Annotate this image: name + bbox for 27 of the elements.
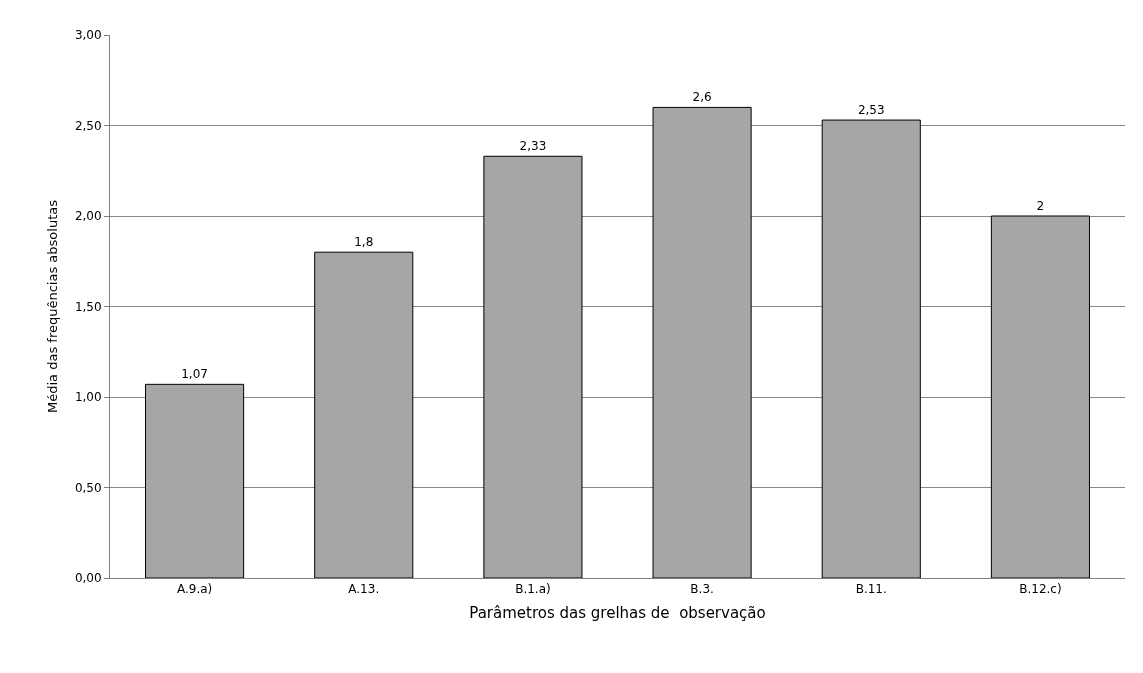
y-tick-label: 3,00 bbox=[74, 28, 102, 43]
bar bbox=[821, 119, 921, 578]
y-axis-title: Média das frequências absolutas bbox=[44, 199, 60, 413]
data-label: 2 bbox=[1036, 199, 1045, 213]
data-label: 2,33 bbox=[519, 139, 547, 154]
x-axis-title: Parâmetros das grelhas de observação bbox=[469, 604, 766, 623]
data-label: 2,6 bbox=[692, 90, 712, 105]
y-tick-label: 2,00 bbox=[74, 209, 102, 224]
bar bbox=[483, 155, 583, 578]
bar bbox=[314, 251, 414, 578]
x-tick-label: B.3. bbox=[690, 582, 714, 597]
y-tick-label: 2,50 bbox=[74, 118, 102, 133]
data-label: 2,53 bbox=[857, 103, 885, 118]
x-tick-label: B.1.a) bbox=[515, 582, 551, 597]
x-tick-label: A.13. bbox=[348, 582, 380, 597]
y-tick-label: 0,50 bbox=[74, 480, 102, 495]
bar bbox=[990, 215, 1090, 578]
y-tick-label: 0,00 bbox=[74, 571, 102, 586]
y-tick-label: 1,00 bbox=[74, 390, 102, 405]
x-tick-label: B.12.c) bbox=[1019, 582, 1062, 597]
data-label: 1,07 bbox=[181, 367, 208, 382]
data-label: 1,8 bbox=[354, 235, 374, 250]
y-tick-label: 1,50 bbox=[74, 299, 102, 314]
x-tick-label: A.9.a) bbox=[176, 582, 213, 597]
bar bbox=[145, 383, 245, 578]
x-tick-label: B.11. bbox=[855, 582, 887, 597]
bar bbox=[652, 106, 752, 578]
